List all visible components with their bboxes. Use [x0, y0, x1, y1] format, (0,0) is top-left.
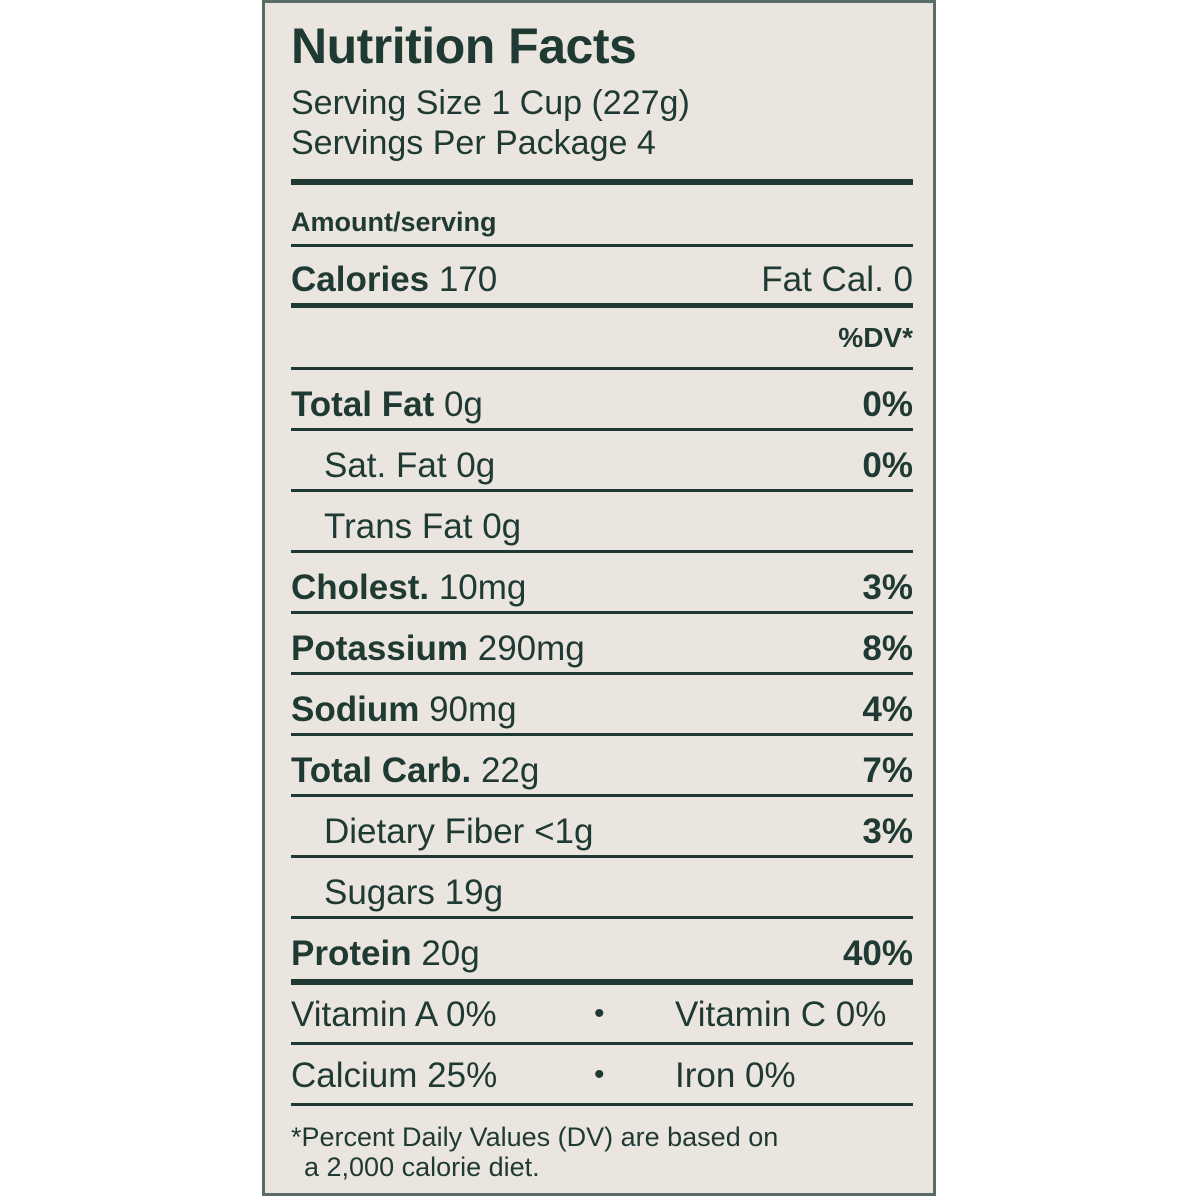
nutrient-daily-value: 40% — [842, 934, 913, 973]
nutrient-daily-value: 7% — [862, 751, 913, 790]
divider — [291, 367, 913, 370]
nutrient-row: Cholest. 10mg 3% — [291, 553, 913, 611]
nutrient-name-amount: Protein 20g — [291, 936, 480, 971]
nutrient-amount: 19g — [444, 873, 504, 912]
divider — [291, 244, 913, 247]
nutrient-daily-value: 4% — [862, 690, 913, 729]
nutrient-label: Potassium — [291, 629, 468, 668]
vitamin-c: Vitamin C 0% — [675, 995, 887, 1034]
nutrient-row: Sugars 19g — [291, 858, 913, 916]
footnote: *Percent Daily Values (DV) are based on … — [291, 1122, 779, 1182]
iron: Iron 0% — [675, 1056, 796, 1095]
divider — [291, 794, 913, 797]
nutrient-label: Dietary Fiber — [324, 812, 525, 851]
nutrient-amount: 10mg — [438, 568, 527, 607]
divider — [291, 489, 913, 492]
calories-label: Calories — [291, 260, 430, 299]
nutrient-label: Total Carb. — [291, 751, 472, 790]
nutrient-label: Sodium — [291, 690, 420, 729]
servings-per-package: Servings Per Package 4 — [291, 124, 656, 162]
nutrient-label: Cholest. — [291, 568, 430, 607]
nutrient-amount: <1g — [534, 812, 594, 851]
nutrient-daily-value: 3% — [862, 812, 913, 851]
divider — [291, 550, 913, 553]
vitamin-a-c-left: Vitamin A 0% — [291, 995, 497, 1034]
bullet-separator: • — [594, 997, 605, 1030]
footnote-line-1: *Percent Daily Values (DV) are based on — [291, 1122, 779, 1152]
fat-calories: Fat Cal. 0 — [761, 260, 913, 299]
footnote-line-2: a 2,000 calorie diet. — [304, 1151, 540, 1182]
nutrient-amount: 0g — [482, 507, 522, 546]
nutrient-name-amount: Trans Fat 0g — [324, 509, 521, 544]
nutrient-row: Sodium 90mg 4% — [291, 675, 913, 733]
serving-size: Serving Size 1 Cup (227g) — [291, 84, 690, 122]
amount-per-serving: Amount/serving — [291, 207, 497, 237]
nutrient-row: Sat. Fat 0g 0% — [291, 431, 913, 489]
nutrient-name-amount: Total Carb. 22g — [291, 753, 539, 788]
divider — [291, 733, 913, 736]
nutrient-label: Trans Fat — [324, 507, 473, 546]
divider — [291, 916, 913, 919]
nutrient-row: Total Carb. 22g 7% — [291, 736, 913, 794]
nutrient-label: Total Fat — [291, 385, 435, 424]
nutrient-amount: 20g — [421, 934, 480, 973]
divider — [291, 1103, 913, 1106]
nutrient-daily-value: 8% — [862, 629, 913, 668]
nutrient-daily-value: 0% — [862, 446, 913, 485]
bullet-separator: • — [594, 1058, 605, 1091]
nutrient-name-amount: Sodium 90mg — [291, 692, 517, 727]
nutrient-row: Potassium 290mg 8% — [291, 614, 913, 672]
nutrient-row: Trans Fat 0g — [291, 492, 913, 550]
calories-row: Calories 170 Fat Cal. 0 — [291, 247, 913, 303]
thick-divider — [291, 179, 913, 185]
nutrient-amount: 22g — [480, 751, 540, 790]
nutrient-row: Protein 20g 40% — [291, 919, 913, 977]
calories-value: 170 — [438, 260, 498, 299]
nutrient-amount: 90mg — [429, 690, 517, 729]
nutrient-amount: 0g — [456, 446, 496, 485]
divider — [291, 672, 913, 675]
divider — [291, 428, 913, 431]
divider — [291, 611, 913, 614]
medium-divider — [291, 303, 913, 308]
thick-divider — [291, 979, 913, 985]
nutrient-name-amount: Total Fat 0g — [291, 387, 483, 422]
nutrient-name-amount: Sat. Fat 0g — [324, 448, 495, 483]
dv-header: %DV* — [838, 322, 913, 353]
nutrient-name-amount: Dietary Fiber <1g — [324, 814, 593, 849]
nutrient-daily-value: 0% — [862, 385, 913, 424]
nutrient-name-amount: Sugars 19g — [324, 875, 503, 910]
calcium: Calcium 25% — [291, 1056, 498, 1095]
nutrient-label: Sugars — [324, 873, 435, 912]
nutrient-daily-value: 3% — [862, 568, 913, 607]
divider — [291, 855, 913, 858]
nutrient-amount: 290mg — [477, 629, 585, 668]
nutrient-name-amount: Potassium 290mg — [291, 631, 585, 666]
label-title: Nutrition Facts — [291, 18, 637, 74]
nutrition-facts-panel: Nutrition Facts Serving Size 1 Cup (227g… — [262, 0, 936, 1196]
nutrient-label: Sat. Fat — [324, 446, 447, 485]
nutrient-row: Dietary Fiber <1g 3% — [291, 797, 913, 855]
nutrient-row: Total Fat 0g 0% — [291, 370, 913, 428]
divider — [291, 1042, 913, 1045]
nutrient-label: Protein — [291, 934, 412, 973]
nutrient-amount: 0g — [443, 385, 483, 424]
nutrient-name-amount: Cholest. 10mg — [291, 570, 526, 605]
